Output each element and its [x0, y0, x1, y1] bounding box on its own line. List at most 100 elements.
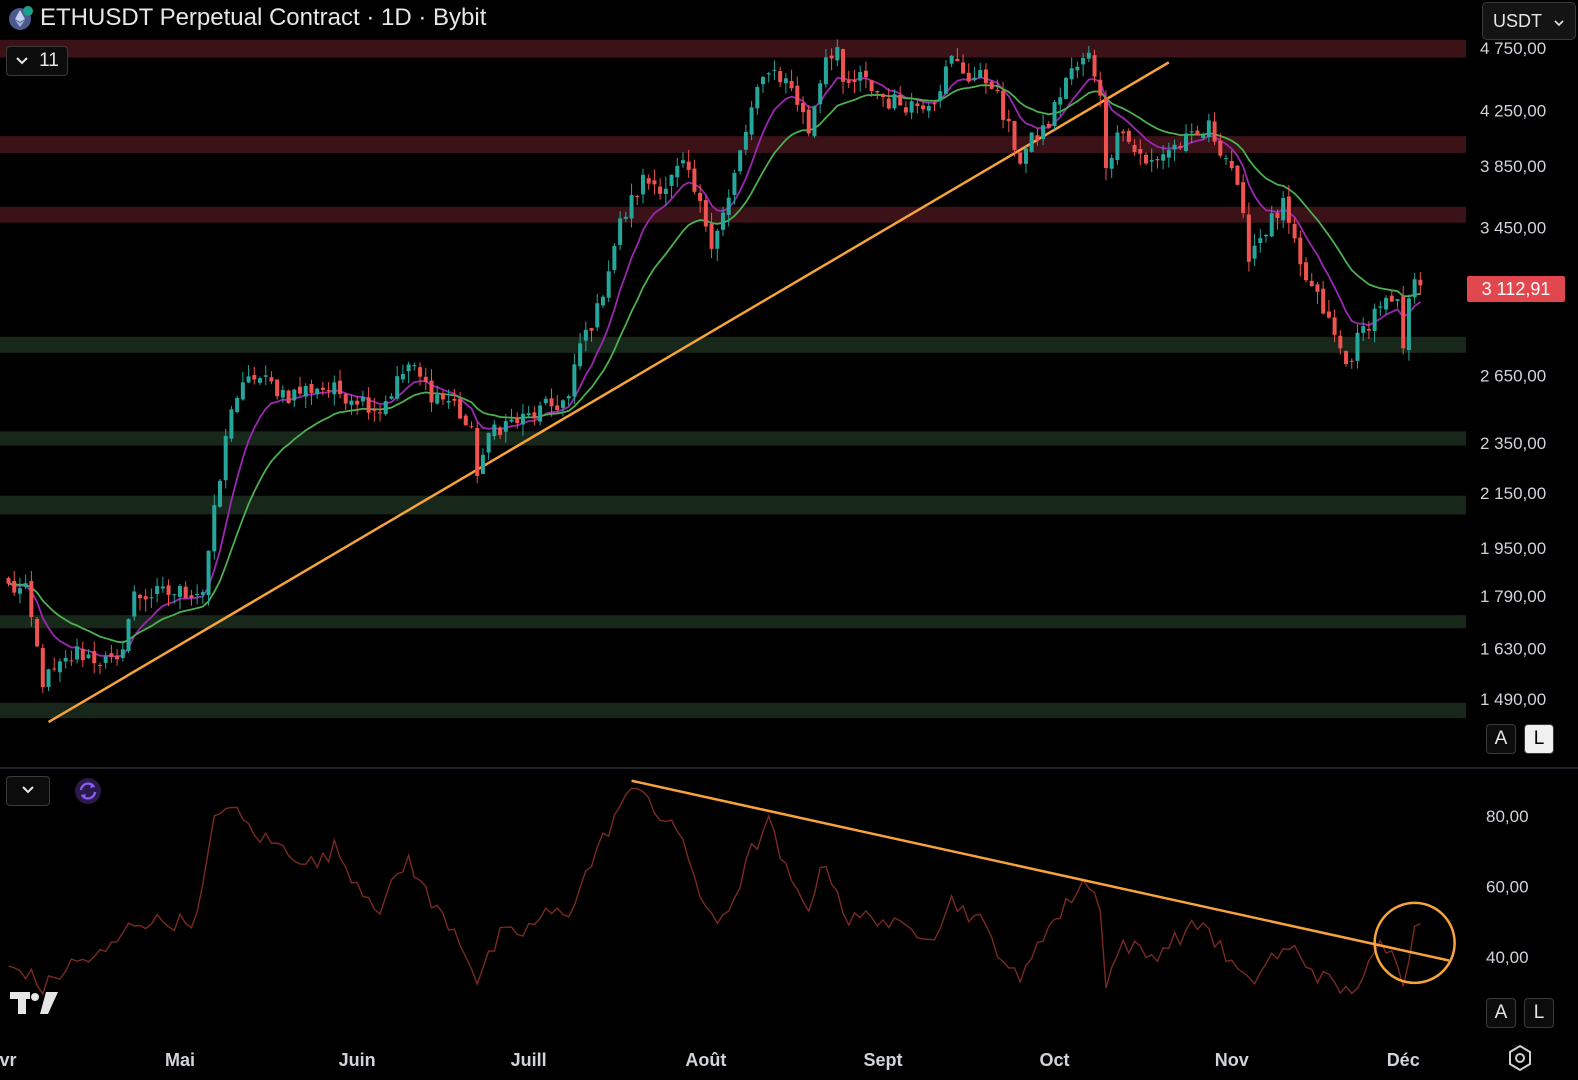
- candle-body: [549, 398, 554, 407]
- down-candle: [709, 212, 714, 259]
- up-candle: [446, 389, 451, 409]
- rsi-log-scale-button[interactable]: L: [1524, 998, 1554, 1028]
- down-candle: [269, 371, 274, 385]
- candle-body: [983, 69, 988, 84]
- candle-body: [372, 409, 377, 411]
- up-candle: [1161, 145, 1166, 170]
- candle-body: [1258, 238, 1263, 243]
- candle-body: [989, 81, 994, 89]
- candle-body: [40, 648, 45, 687]
- up-candle: [1069, 57, 1074, 86]
- candle-body: [349, 400, 354, 405]
- candle-body: [1378, 306, 1383, 308]
- ema-slow-line: [8, 84, 1421, 644]
- down-candle: [698, 184, 703, 213]
- up-candle: [17, 577, 22, 604]
- down-candle: [378, 405, 383, 422]
- support-trendline[interactable]: [47, 61, 1170, 724]
- up-candle: [349, 394, 354, 415]
- up-candle: [160, 576, 165, 593]
- candle-body: [389, 396, 394, 399]
- indicators-toggle-button[interactable]: 11: [6, 46, 68, 76]
- up-candle: [177, 584, 182, 610]
- up-candle: [1075, 61, 1080, 79]
- candle-body: [155, 586, 160, 595]
- up-candle: [57, 658, 62, 682]
- candle-body: [1384, 297, 1389, 310]
- candle-body: [1412, 279, 1417, 298]
- down-candle: [1326, 300, 1331, 319]
- candle-body: [669, 174, 674, 186]
- candle-body: [1281, 197, 1286, 221]
- candle-body: [275, 379, 280, 397]
- candle-body: [366, 397, 371, 413]
- up-candle: [618, 211, 623, 251]
- down-candle: [1389, 289, 1394, 302]
- symbol-title: ETHUSDT Perpetual Contract · 1D · Bybit: [40, 4, 487, 31]
- candle-body: [17, 588, 22, 594]
- currency-select[interactable]: USDT: [1482, 2, 1576, 40]
- down-candle: [92, 641, 97, 674]
- rsi-axis[interactable]: 80,00 60,00 40,00: [1486, 807, 1529, 967]
- up-candle: [572, 353, 577, 405]
- log-scale-button[interactable]: L: [1524, 724, 1554, 754]
- rsi-auto-scale-button[interactable]: A: [1486, 998, 1516, 1028]
- candle-body: [435, 394, 440, 404]
- candle-body: [86, 654, 91, 659]
- up-candle: [258, 376, 263, 386]
- candle-body: [909, 101, 914, 113]
- candle-body: [109, 653, 114, 657]
- down-candle: [915, 100, 920, 114]
- down-candle: [452, 388, 457, 407]
- candle-body: [1115, 132, 1120, 161]
- sync-icon[interactable]: [74, 777, 102, 805]
- up-candle: [509, 408, 514, 423]
- up-candle: [566, 394, 571, 406]
- rsi-resistance-trendline[interactable]: [631, 779, 1450, 962]
- candle-body: [509, 419, 514, 422]
- candle-body: [286, 390, 291, 404]
- candle-body: [469, 426, 474, 428]
- down-candle: [989, 80, 994, 90]
- down-candle: [1286, 185, 1291, 234]
- price-axis[interactable]: 4 750,00 4 250,00 3 850,00 3 450,00 2 650,00…: [1480, 39, 1546, 709]
- down-candle: [440, 390, 445, 405]
- auto-scale-button[interactable]: A: [1486, 724, 1516, 754]
- down-candle: [795, 76, 800, 112]
- candle-body: [217, 480, 222, 507]
- up-candle: [663, 176, 668, 207]
- candle-body: [852, 80, 857, 83]
- candle-body: [143, 596, 148, 600]
- time-axis[interactable]: vr Mai Juin Juill Août Sept Oct Nov Déc: [0, 1050, 1420, 1070]
- price-trendline[interactable]: [47, 61, 1170, 724]
- candle-body: [589, 328, 594, 331]
- candle-body: [663, 188, 668, 194]
- down-candle: [35, 617, 40, 648]
- up-candle: [978, 62, 983, 79]
- down-candle: [841, 48, 846, 94]
- candle-body: [949, 55, 954, 64]
- breakout-highlight-circle[interactable]: [1373, 901, 1456, 985]
- down-candle: [886, 88, 891, 110]
- rsi-pane-collapse-button[interactable]: [6, 776, 50, 806]
- price-tick-label: 2 150,00: [1480, 484, 1546, 503]
- candle-body: [378, 412, 383, 414]
- chart-settings-gear-icon[interactable]: [1506, 1044, 1534, 1072]
- candle-body: [1063, 77, 1068, 99]
- up-candle: [46, 668, 51, 692]
- candle-body: [795, 85, 800, 105]
- candle-body: [1418, 279, 1423, 286]
- chart-title[interactable]: ETHUSDT Perpetual Contract · 1D · Bybit: [8, 4, 486, 32]
- chevron-down-icon: [15, 50, 29, 72]
- down-candle: [429, 369, 434, 412]
- down-candle: [1315, 281, 1320, 304]
- candle-body: [309, 384, 314, 393]
- up-candle: [303, 383, 308, 409]
- up-candle: [360, 390, 365, 407]
- up-candle: [669, 174, 674, 198]
- rsi-pane: [8, 779, 1456, 996]
- up-candle: [640, 168, 645, 204]
- candle-body: [212, 505, 217, 552]
- candle-body: [858, 71, 863, 81]
